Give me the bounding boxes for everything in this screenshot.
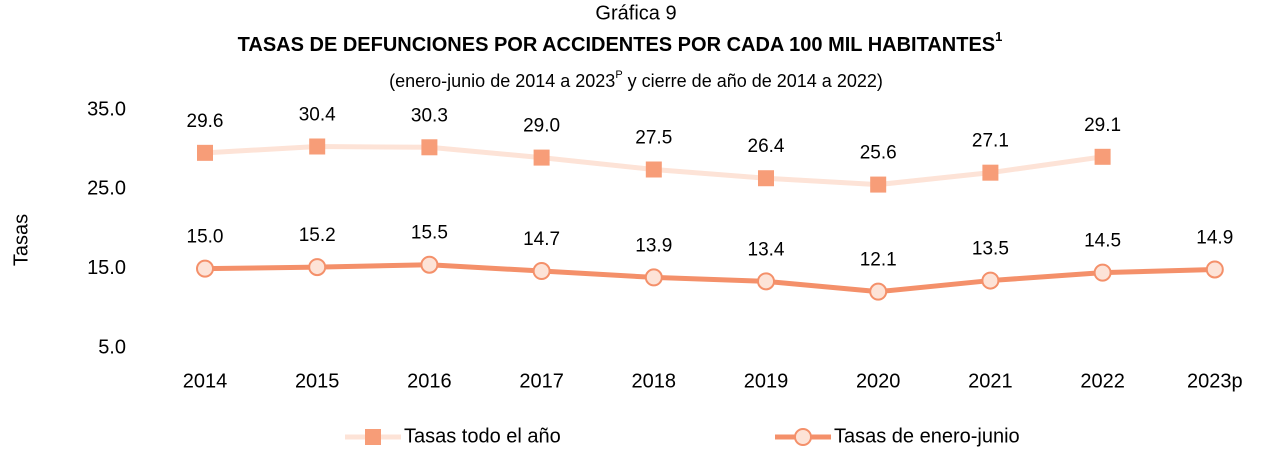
data-point <box>645 161 662 178</box>
y-axis-label: Tasas <box>10 214 32 266</box>
chart-subtitle: (enero-junio de 2014 a 2023P y cierre de … <box>389 69 883 91</box>
x-tick-label: 2017 <box>519 370 564 392</box>
data-point <box>869 282 888 301</box>
data-point <box>420 255 439 274</box>
data-label: 13.4 <box>748 239 785 260</box>
data-point <box>758 170 774 187</box>
x-tick-label: 2021 <box>968 370 1013 392</box>
data-point <box>757 272 775 291</box>
data-point <box>309 138 326 155</box>
data-label: 30.3 <box>411 105 448 126</box>
series-line <box>204 262 1215 295</box>
x-tick-label: 2015 <box>295 370 340 392</box>
data-point <box>308 258 327 277</box>
data-label: 27.5 <box>635 128 672 149</box>
data-point <box>196 259 214 278</box>
data-label: 15.5 <box>411 223 448 244</box>
title-note: 1 <box>995 29 1002 44</box>
data-point <box>532 262 551 281</box>
data-label: 29.1 <box>1084 115 1121 136</box>
data-label: 14.9 <box>1196 227 1233 248</box>
data-label: 25.6 <box>860 143 897 164</box>
x-tick-label: 2018 <box>632 370 677 392</box>
data-point <box>1094 148 1111 165</box>
data-label: 29.6 <box>187 111 224 132</box>
y-tick-label: 25.0 <box>87 178 126 200</box>
data-label: 14.7 <box>523 229 560 250</box>
y-tick-label: 35.0 <box>87 98 126 120</box>
y-tick-label: 5.0 <box>98 336 126 358</box>
data-label: 12.1 <box>860 250 897 271</box>
subtitle-end: y cierre de año de 2014 a 2022) <box>628 71 883 91</box>
chart-title: TASAS DE DEFUNCIONES POR ACCIDENTES POR … <box>238 29 1003 56</box>
data-point <box>533 149 550 166</box>
data-point <box>1205 260 1224 279</box>
data-label: 29.0 <box>523 116 560 137</box>
legend-label: Tasas de enero-junio <box>834 425 1020 447</box>
data-point <box>644 268 663 287</box>
data-label: 15.2 <box>299 225 336 246</box>
data-point <box>982 164 999 181</box>
data-point <box>1093 263 1112 282</box>
data-point <box>981 271 1000 290</box>
data-label: 13.9 <box>635 235 672 256</box>
data-point <box>421 139 438 156</box>
subtitle-note: P <box>615 69 622 81</box>
subtitle-text: (enero-junio de 2014 a 2023 <box>389 71 615 91</box>
data-label: 30.4 <box>299 105 336 126</box>
x-tick-label: 2016 <box>407 370 452 392</box>
data-label: 26.4 <box>748 136 785 157</box>
x-tick-label: 2014 <box>183 370 228 392</box>
x-tick-label: 2022 <box>1080 370 1125 392</box>
data-point <box>197 144 213 161</box>
x-tick-label: 2023p <box>1187 370 1243 392</box>
data-label: 27.1 <box>972 131 1009 152</box>
legend-marker <box>794 428 812 446</box>
data-point <box>870 176 887 193</box>
x-tick-label: 2020 <box>856 370 901 392</box>
legend-marker <box>365 429 381 445</box>
legend-label: Tasas todo el año <box>404 425 561 447</box>
title-text: TASAS DE DEFUNCIONES POR ACCIDENTES POR … <box>238 34 995 56</box>
x-tick-label: 2019 <box>744 370 789 392</box>
data-label: 15.0 <box>187 227 224 248</box>
y-tick-label: 15.0 <box>87 257 126 279</box>
data-label: 13.5 <box>972 239 1009 260</box>
chart-label: Gráfica 9 <box>595 2 676 24</box>
data-label: 14.5 <box>1084 231 1121 252</box>
